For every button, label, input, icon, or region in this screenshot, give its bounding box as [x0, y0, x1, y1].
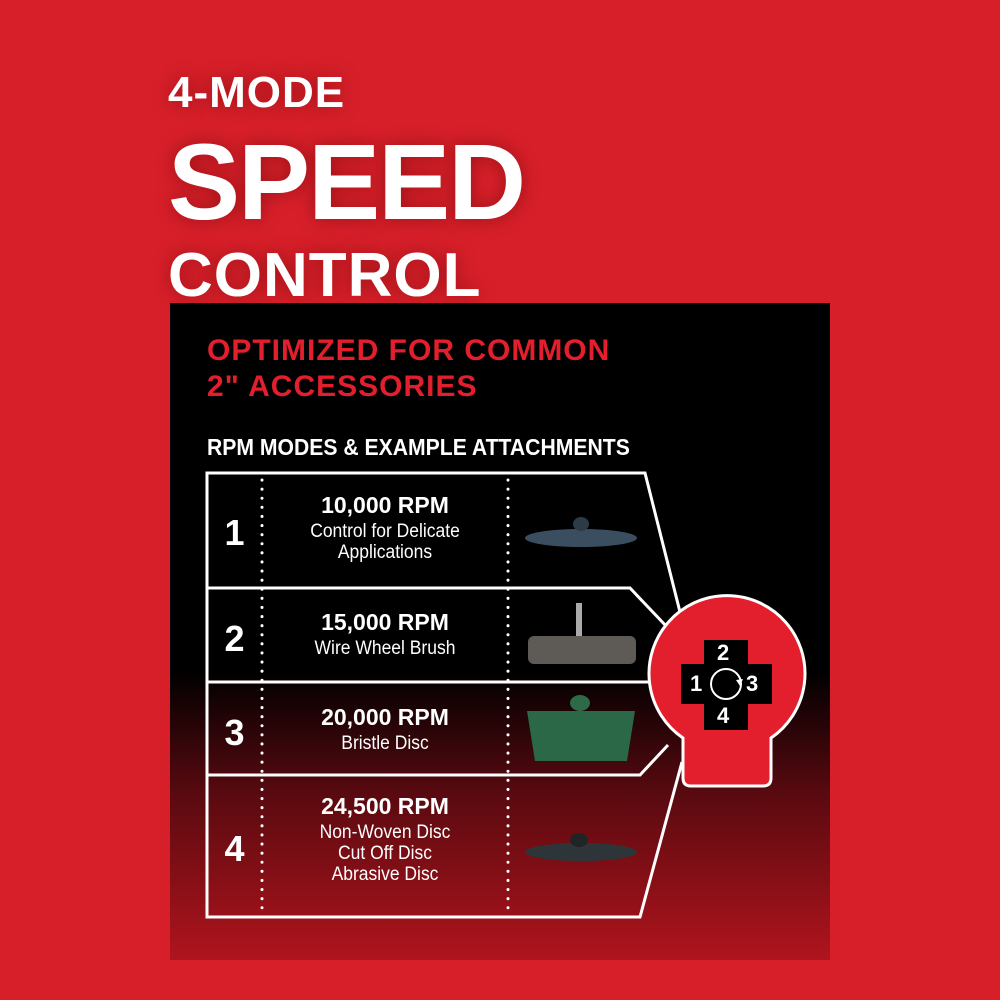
mode-desc: Bristle Disc	[341, 733, 429, 755]
rotate-clockwise-icon	[710, 668, 742, 700]
subtitle-line1: OPTIMIZED FOR COMMON	[207, 334, 611, 367]
mode-desc: Applications	[337, 542, 433, 564]
bristle-disc-icon	[527, 695, 635, 761]
rpm-value: 15,000 RPM	[321, 609, 449, 635]
abrasive-disc-icon	[525, 833, 637, 861]
headline-line1: 4-MODE	[168, 68, 346, 117]
dial-label-2: 2	[717, 640, 730, 665]
rpm-value: 24,500 RPM	[321, 793, 449, 819]
mode-info: 24,500 RPM Non-Woven Disc Cut Off Disc Abra…	[262, 793, 508, 886]
mode-number: 2	[224, 618, 245, 659]
mode-number: 4	[224, 828, 245, 869]
mode-desc: Cut Off Disc	[338, 843, 432, 865]
mode-desc: Abrasive Disc	[331, 864, 439, 886]
mode-desc: Control for Delicate	[310, 521, 460, 543]
mode-info: 20,000 RPM Bristle Disc	[262, 704, 508, 755]
mode-desc: Non-Woven Disc	[319, 822, 451, 844]
subtitle-line2: 2" ACCESSORIES	[207, 370, 478, 403]
rpm-value: 20,000 RPM	[321, 704, 449, 730]
mode-dial	[647, 594, 807, 788]
mode-number: 3	[224, 712, 245, 753]
mode-number: 1	[224, 512, 245, 553]
mode-info: 15,000 RPM Wire Wheel Brush	[262, 609, 508, 660]
mode-desc: Wire Wheel Brush	[314, 638, 456, 660]
headline-line2: SPEED	[168, 121, 526, 242]
dial-label-3: 3	[746, 671, 759, 696]
rpm-value: 10,000 RPM	[321, 492, 449, 518]
flap-disc-icon	[525, 517, 637, 547]
headline-line3: CONTROL	[168, 241, 482, 310]
wire-wheel-brush-icon	[528, 603, 636, 664]
mode-info: 10,000 RPM Control for Delicate Applicatio…	[262, 492, 508, 564]
dial-label-1: 1	[690, 671, 703, 696]
table-title: RPM MODES & EXAMPLE ATTACHMENTS	[207, 434, 630, 460]
dial-label-4: 4	[717, 703, 730, 728]
